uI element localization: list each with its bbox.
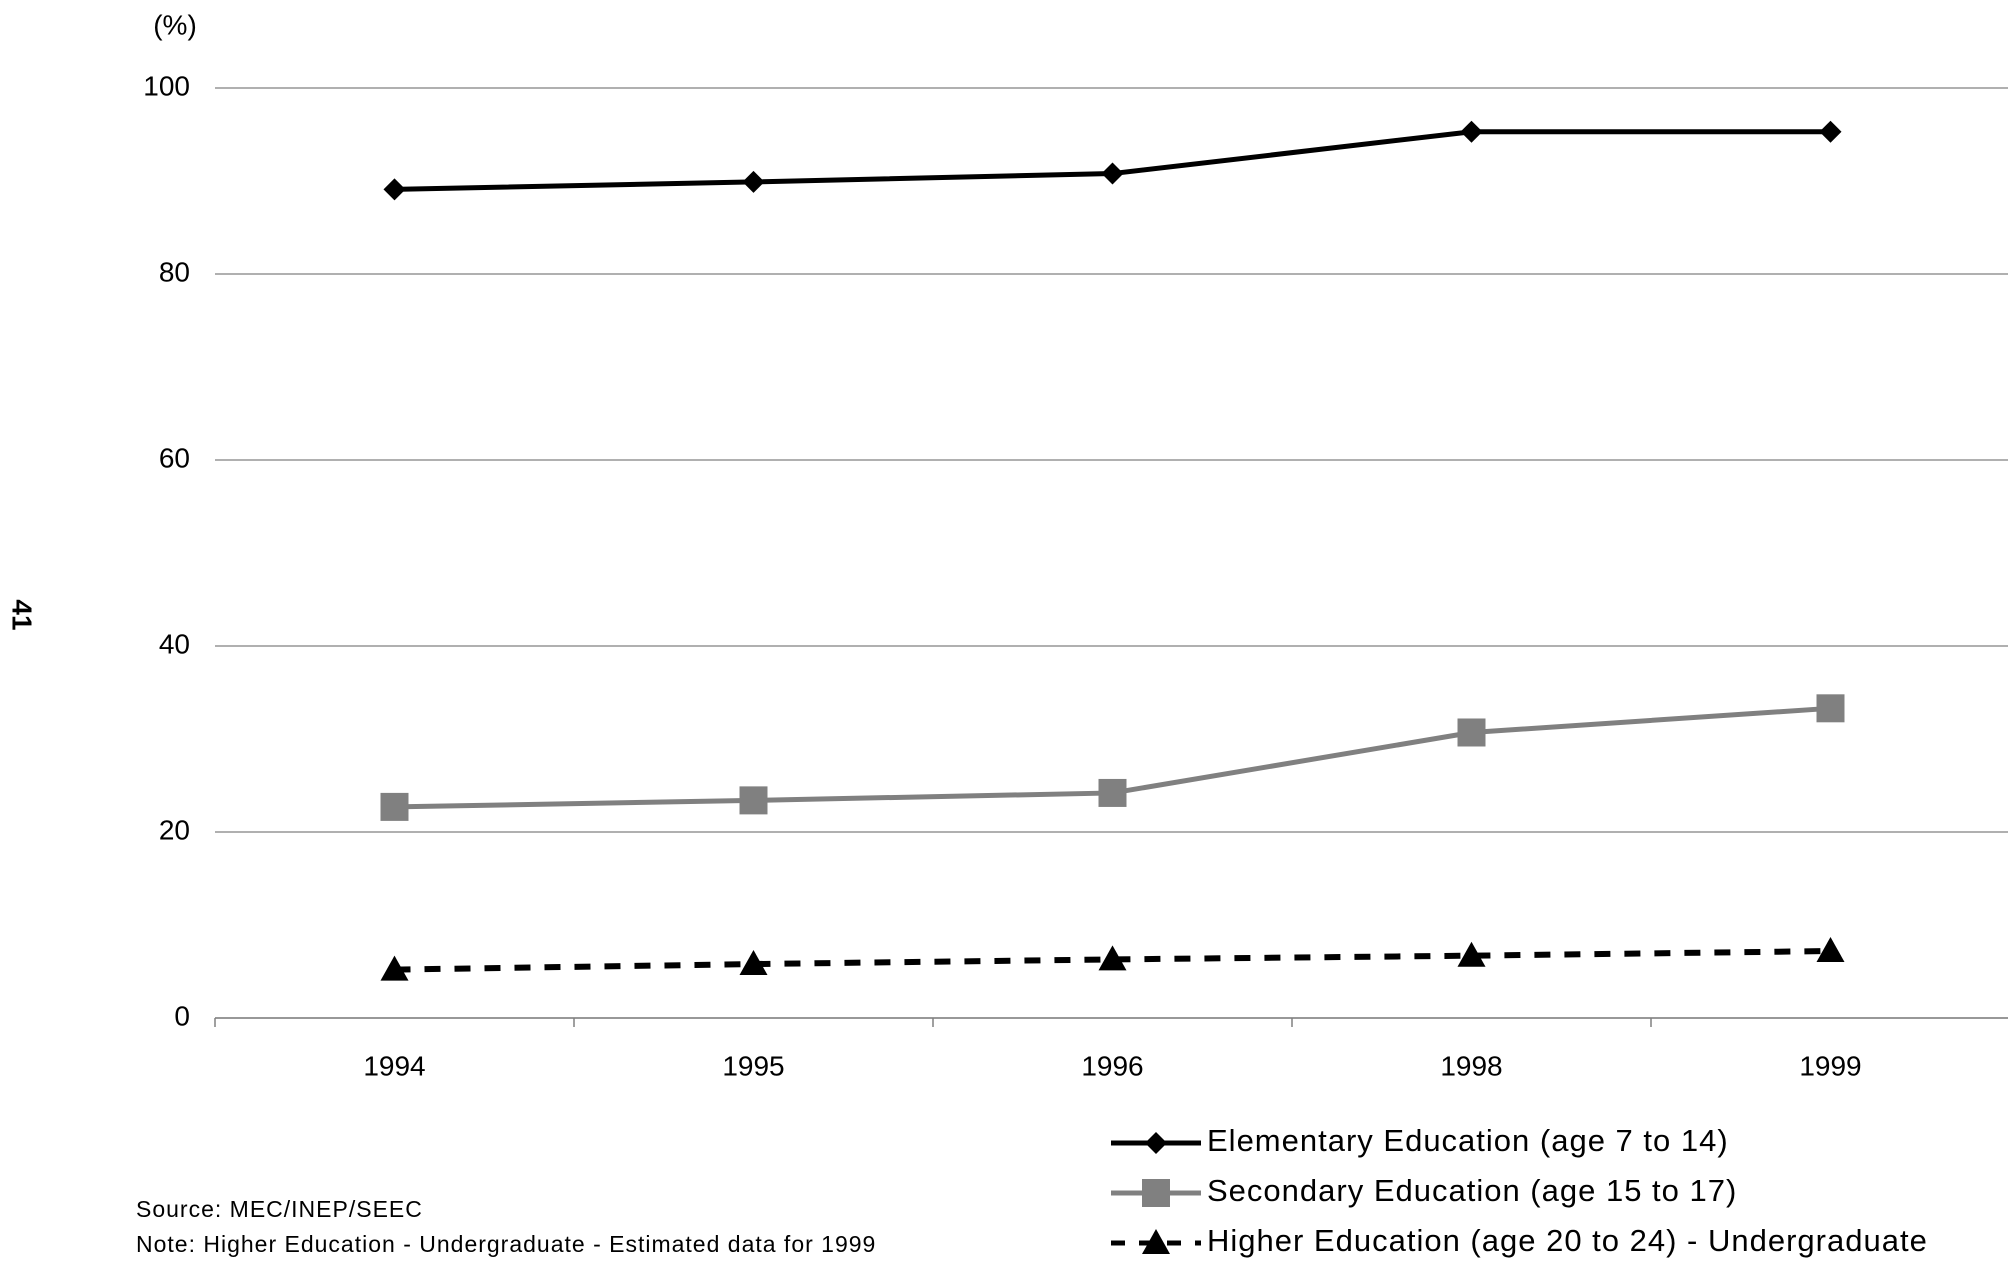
y-tick-label: 60 bbox=[159, 442, 190, 473]
x-tick-label: 1995 bbox=[722, 1050, 784, 1081]
y-tick-label: 40 bbox=[159, 628, 190, 659]
marker bbox=[1142, 1179, 1170, 1207]
marker bbox=[380, 955, 409, 981]
legend-label: Elementary Education (age 7 to 14) bbox=[1207, 1123, 1729, 1158]
marker bbox=[742, 170, 765, 193]
x-tick-label: 1994 bbox=[363, 1050, 425, 1081]
marker bbox=[1819, 120, 1842, 143]
y-axis-label: (%) bbox=[153, 9, 197, 40]
x-tick-label: 1999 bbox=[1799, 1050, 1861, 1081]
marker bbox=[1098, 945, 1127, 971]
marker bbox=[1457, 941, 1486, 967]
y-tick-label: 0 bbox=[174, 1000, 190, 1031]
marker bbox=[1142, 1229, 1170, 1254]
marker bbox=[1457, 718, 1486, 747]
marker bbox=[383, 178, 406, 201]
y-tick-label: 100 bbox=[143, 70, 190, 101]
legend-label: Higher Education (age 20 to 24) - Underg… bbox=[1207, 1223, 1928, 1258]
page-number: 41 bbox=[7, 599, 38, 630]
marker bbox=[739, 950, 768, 976]
marker bbox=[1098, 778, 1127, 807]
legend-label: Secondary Education (age 15 to 17) bbox=[1207, 1173, 1737, 1208]
marker bbox=[739, 786, 768, 815]
source: Source: MEC/INEP/SEEC bbox=[136, 1196, 423, 1222]
marker bbox=[1145, 1132, 1167, 1154]
marker bbox=[1460, 120, 1483, 143]
y-tick-label: 80 bbox=[159, 256, 190, 287]
marker bbox=[1816, 937, 1845, 963]
note: Note: Higher Education - Undergraduate -… bbox=[136, 1231, 876, 1257]
marker bbox=[380, 792, 409, 821]
marker bbox=[1816, 694, 1845, 723]
x-tick-label: 1996 bbox=[1081, 1050, 1143, 1081]
marker bbox=[1101, 162, 1124, 185]
y-tick-label: 20 bbox=[159, 814, 190, 845]
x-tick-label: 1998 bbox=[1440, 1050, 1502, 1081]
